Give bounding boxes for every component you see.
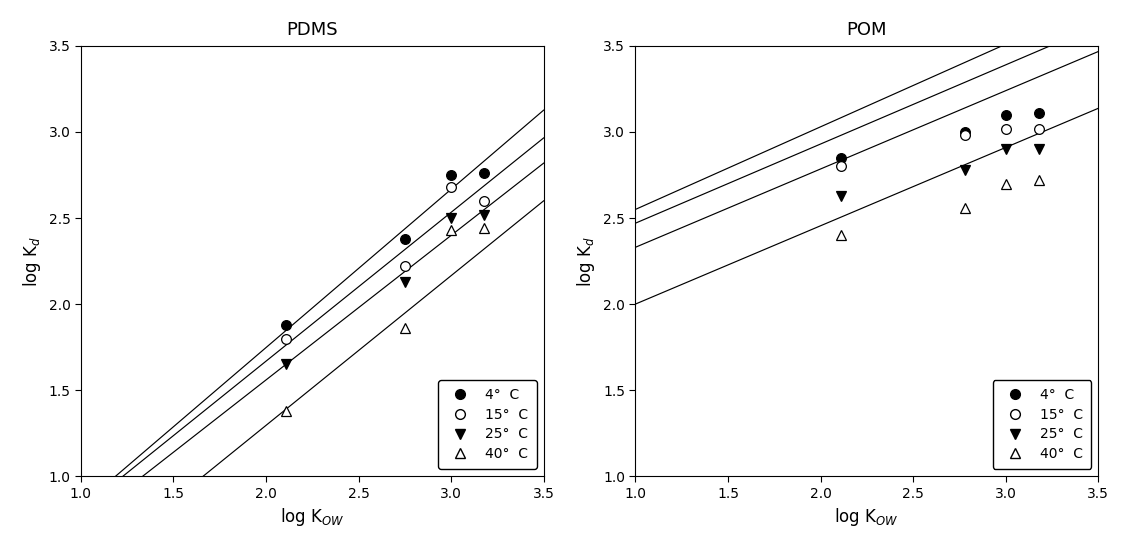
- Y-axis label: log K$_d$: log K$_d$: [575, 236, 598, 287]
- Y-axis label: log K$_d$: log K$_d$: [20, 236, 43, 287]
- Legend: 4°  C, 15°  C, 25°  C, 40°  C: 4° C, 15° C, 25° C, 40° C: [992, 380, 1092, 469]
- Legend: 4°  C, 15°  C, 25°  C, 40°  C: 4° C, 15° C, 25° C, 40° C: [438, 380, 537, 469]
- X-axis label: log K$_{OW}$: log K$_{OW}$: [280, 506, 345, 528]
- Title: PDMS: PDMS: [286, 21, 338, 39]
- Title: POM: POM: [846, 21, 887, 39]
- X-axis label: log K$_{OW}$: log K$_{OW}$: [834, 506, 899, 528]
